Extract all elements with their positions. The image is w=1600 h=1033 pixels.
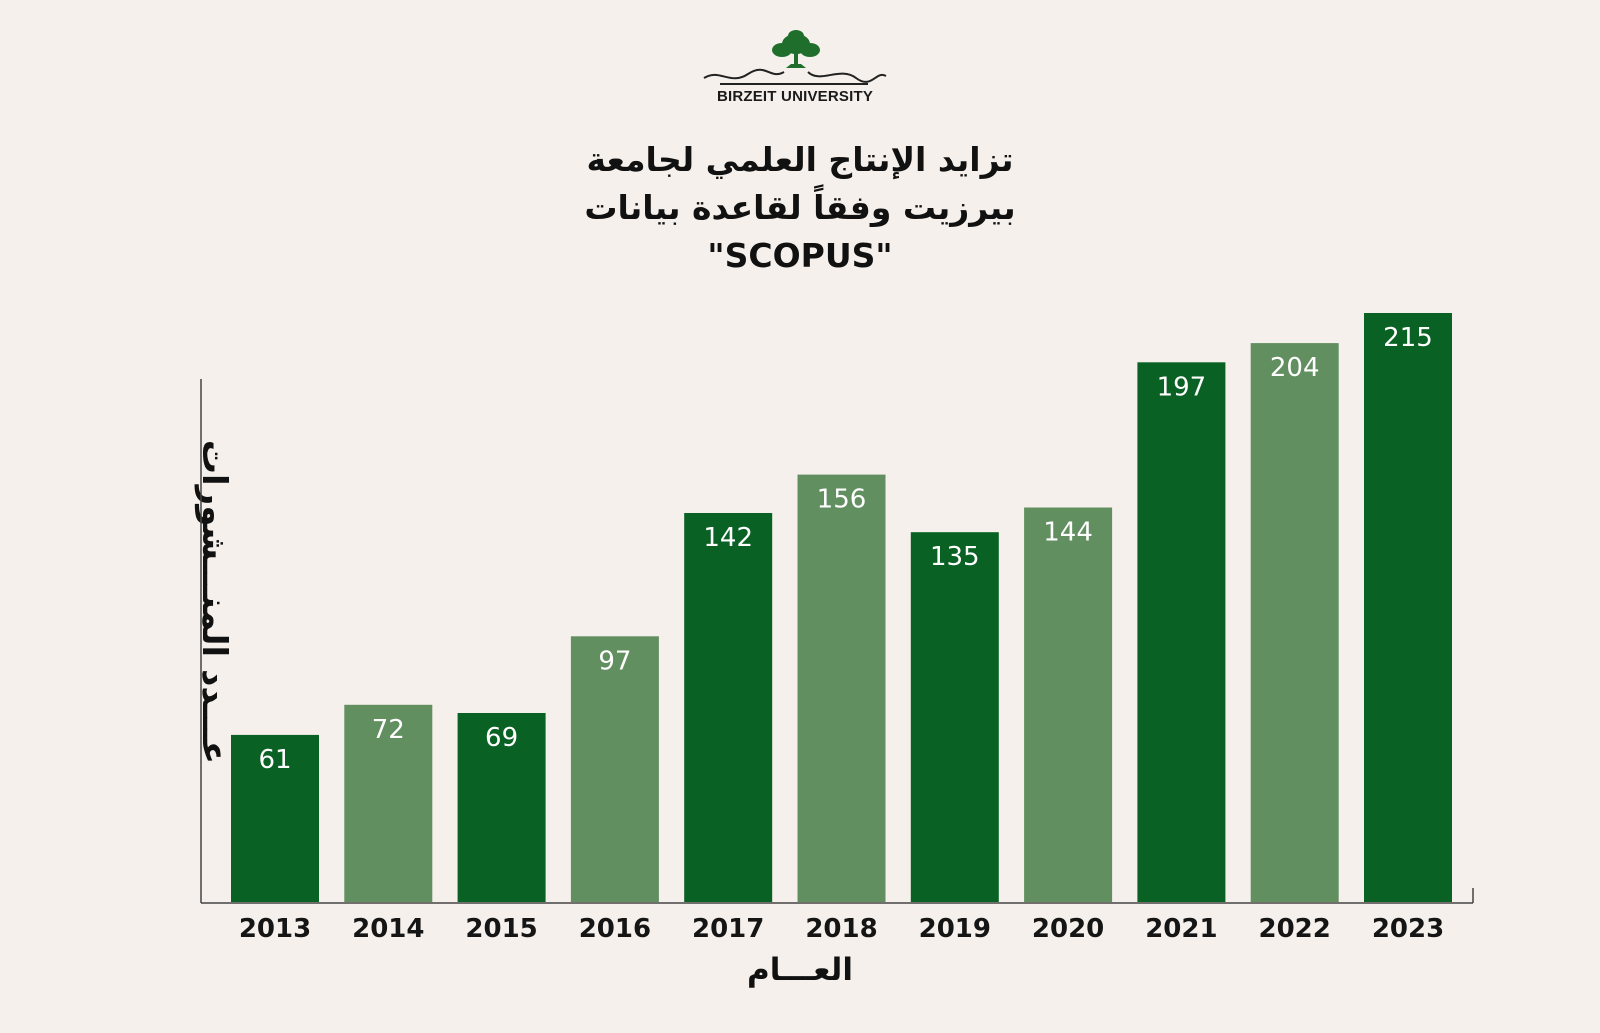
bar-2016 <box>570 636 659 902</box>
bar-value-label-2019: 135 <box>930 542 980 572</box>
x-tick-label-2021: 2021 <box>1145 914 1217 944</box>
x-axis-label: العـــام <box>747 952 853 988</box>
bar-value-label-2021: 197 <box>1157 372 1207 402</box>
chart-title: تزايد الإنتاج العلمي لجامعة بيرزيت وفقاً… <box>500 136 1100 280</box>
bar-value-label-2016: 97 <box>598 646 631 676</box>
x-tick-label-2015: 2015 <box>465 914 537 944</box>
university-logo: BIRZEIT UNIVERSITY <box>700 28 890 112</box>
bar-2017 <box>684 513 773 902</box>
bar-2023 <box>1364 313 1452 902</box>
bar-value-label-2023: 215 <box>1383 323 1433 353</box>
bar-2019 <box>910 532 999 902</box>
bar-value-label-2022: 204 <box>1270 353 1320 383</box>
bar-value-label-2018: 156 <box>817 485 867 515</box>
bar-2018 <box>797 474 886 902</box>
bar-value-label-2015: 69 <box>485 723 518 753</box>
bars-layer: 61 2013 72 2014 69 2015 97 2016 142 2017 156 2018 13… <box>231 313 1452 944</box>
olive-tree-icon <box>703 30 887 85</box>
x-tick-label-2014: 2014 <box>352 914 424 944</box>
bar-2015 <box>457 713 546 902</box>
bar-value-label-2017: 142 <box>703 523 753 553</box>
bar-2021 <box>1137 362 1226 902</box>
bar-2022 <box>1250 343 1339 903</box>
bar-2020 <box>1024 507 1113 902</box>
x-tick-label-2023: 2023 <box>1372 914 1444 944</box>
chart-title-line-2: بيرزيت وفقاً لقاعدة بيانات <box>584 188 1016 227</box>
x-tick-label-2022: 2022 <box>1259 914 1331 944</box>
x-tick-label-2016: 2016 <box>579 914 651 944</box>
x-tick-label-2013: 2013 <box>239 914 311 944</box>
logo-english-name: BIRZEIT UNIVERSITY <box>716 88 874 105</box>
bar-2013 <box>231 734 319 902</box>
bar-value-label-2020: 144 <box>1043 518 1093 548</box>
chart-title-line-1: تزايد الإنتاج العلمي لجامعة <box>586 140 1014 179</box>
x-tick-label-2018: 2018 <box>805 914 877 944</box>
x-tick-label-2020: 2020 <box>1032 914 1104 944</box>
bar-value-label-2014: 72 <box>372 715 405 745</box>
bar-2014 <box>344 704 433 902</box>
chart-title-line-3: "SCOPUS" <box>707 236 893 275</box>
bar-value-label-2013: 61 <box>258 745 291 775</box>
x-tick-label-2019: 2019 <box>919 914 991 944</box>
x-tick-label-2017: 2017 <box>692 914 764 944</box>
